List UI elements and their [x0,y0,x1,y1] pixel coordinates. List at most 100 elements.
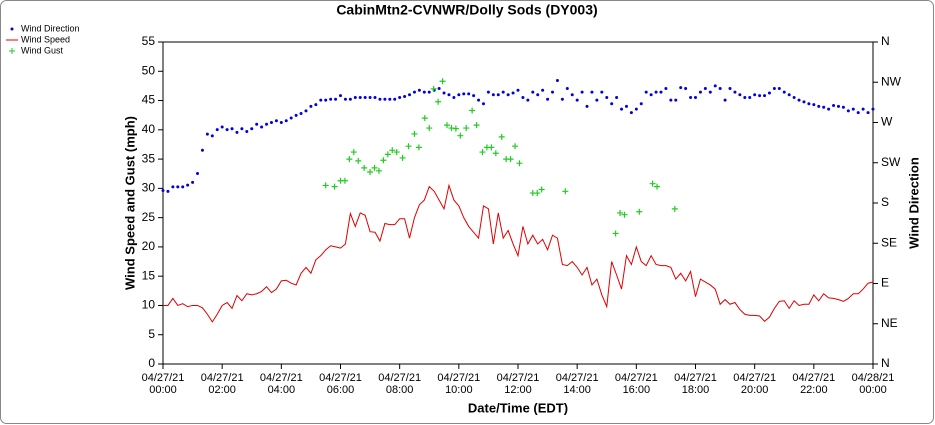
direction-point [255,122,259,126]
direction-point [486,90,490,94]
gust-point [393,149,400,156]
gust-point [612,230,619,237]
direction-point [664,87,668,91]
direction-point [339,94,342,98]
direction-point [605,95,609,99]
direction-point [230,127,234,131]
direction-point [496,93,500,97]
gust-point [452,125,459,132]
direction-point [590,90,594,94]
direction-point [477,98,481,102]
direction-point [536,93,540,97]
y-tick-label: 30 [142,181,156,195]
gust-point [498,133,505,140]
x-tick-label: 04/27/21 [556,372,599,384]
direction-point [659,90,663,94]
direction-point [753,93,757,97]
gust-point [516,160,523,167]
gust-point [473,122,480,129]
gust-point [671,205,678,212]
y2-tick-label: NE [881,316,898,330]
y-tick-label: 10 [142,298,156,312]
direction-point [758,94,762,98]
direction-point [225,128,229,132]
legend-label: Wind Gust [21,45,64,55]
direction-point [269,121,273,124]
gust-point [389,147,396,154]
y-tick-label: 55 [142,34,156,48]
direction-point [501,90,505,94]
direction-point [329,97,333,101]
direction-point [220,125,224,129]
direction-point [560,97,564,101]
direction-point [215,128,219,132]
x-tick-label: 04/27/21 [733,372,776,384]
direction-point [516,88,520,92]
direction-point [481,102,485,106]
y2-tick-label: SE [881,235,897,249]
y2-tick-label: S [881,195,889,209]
gust-point [617,209,624,216]
direction-point [205,132,209,136]
direction-point [363,95,367,99]
direction-point [408,93,412,97]
gust-point [371,164,378,171]
y-tick-label: 35 [142,151,156,165]
direction-point [866,111,870,115]
direction-point [378,97,382,101]
direction-point [186,183,190,187]
direction-point [200,148,204,152]
direction-point [467,92,471,96]
gust-point [380,157,387,164]
direction-point [161,188,165,192]
direction-point [555,78,559,82]
y-tick-label: 15 [142,268,156,282]
x-tick-label: 16:00 [623,384,651,396]
direction-point [462,92,466,96]
y2-tick-label: E [881,276,889,290]
y-tick-label: 40 [142,122,156,136]
direction-point [447,93,451,97]
direction-point [733,90,737,94]
gust-point [439,78,446,85]
gust-point [399,154,406,161]
direction-point [777,87,781,91]
direction-point [526,98,530,102]
direction-point [299,112,303,116]
direction-point [314,103,318,107]
gust-point [322,182,329,189]
x-tick-label: 12:00 [504,384,532,396]
direction-point [245,129,249,133]
gust-point [350,149,357,156]
gust-point [636,208,643,215]
gust-point [492,150,499,157]
direction-point [748,95,752,99]
gust-point [367,168,374,175]
direction-point [166,189,170,193]
direction-point [718,87,722,91]
gust-point [375,167,382,174]
direction-point [856,111,860,115]
direction-point [319,98,323,102]
y-axis-label: Wind Speed and Gust (mph) [122,116,137,290]
direction-point [763,94,767,98]
gust-point [346,156,353,163]
gust-point [341,177,348,184]
direction-point [565,87,569,91]
x-axis-label: Date/Time (EDT) [468,400,568,415]
direction-point [176,185,180,189]
x-tick-label: 20:00 [741,384,769,396]
gust-point [479,149,486,156]
y-tick-label: 5 [148,327,155,341]
direction-point [708,90,712,94]
gust-point [512,143,519,150]
direction-point [649,93,653,97]
direction-point [728,87,732,91]
direction-point [240,127,244,131]
direction-point [846,109,850,113]
x-tick-label: 10:00 [445,384,473,396]
direction-point [772,87,776,91]
direction-point [358,95,362,99]
direction-point [191,180,195,184]
